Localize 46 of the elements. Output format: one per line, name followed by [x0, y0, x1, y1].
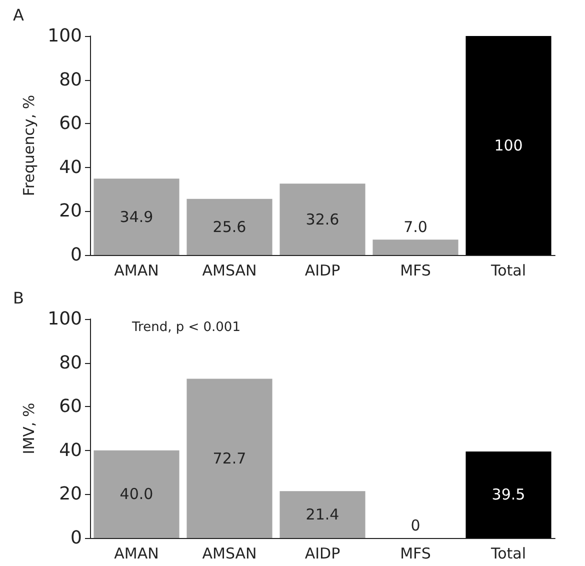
chart-title: A — [13, 6, 24, 24]
data-label: 39.5 — [492, 486, 526, 504]
y-tick-label: 60 — [59, 396, 82, 418]
bar — [186, 198, 272, 255]
y-axis-title: Frequency, % — [20, 94, 38, 196]
y-tick-label: 40 — [59, 440, 82, 461]
x-tick-label: AIDP — [304, 262, 340, 280]
y-tick-label: 20 — [59, 200, 82, 222]
y-tick-label: 0 — [70, 244, 82, 266]
bar — [94, 178, 180, 255]
x-tick-label: AMSAN — [202, 262, 257, 280]
chart-title: B — [13, 288, 24, 308]
bar — [94, 450, 180, 538]
bar — [280, 184, 366, 255]
x-tick-label: MFS — [400, 544, 431, 562]
bar — [466, 36, 552, 255]
y-tick-label: 100 — [48, 26, 82, 46]
x-tick-label: AMSAN — [202, 544, 257, 562]
x-tick-label: Total — [490, 262, 526, 280]
y-tick-label: 60 — [59, 113, 82, 134]
annotation: Trend, p < 0.001 — [131, 320, 240, 335]
data-label: 21.4 — [306, 506, 340, 524]
y-tick-label: 20 — [59, 484, 82, 505]
x-tick-label: Total — [490, 544, 526, 562]
data-label: 32.6 — [306, 210, 340, 228]
data-label: 72.7 — [212, 449, 246, 468]
x-tick-label: AMAN — [114, 262, 159, 280]
y-tick-label: 0 — [70, 528, 82, 548]
bar — [372, 240, 458, 255]
y-tick-label: 80 — [59, 352, 82, 374]
x-tick-label: MFS — [400, 262, 431, 280]
y-tick-label: 100 — [48, 308, 82, 330]
data-label: 34.9 — [120, 208, 154, 226]
bar — [466, 451, 552, 538]
data-label: 40.0 — [120, 485, 154, 504]
x-tick-label: AMAN — [114, 544, 159, 562]
x-tick-label: AIDP — [304, 544, 340, 562]
bar — [186, 378, 272, 538]
y-tick-label: 80 — [59, 69, 82, 90]
bar — [280, 491, 366, 538]
y-tick-label: 40 — [59, 156, 82, 178]
data-label: 7.0 — [404, 218, 428, 236]
data-label: 0 — [410, 516, 420, 534]
y-axis-title: IMV, % — [20, 402, 38, 454]
data-label: 25.6 — [212, 218, 246, 236]
data-label: 100 — [494, 136, 523, 154]
